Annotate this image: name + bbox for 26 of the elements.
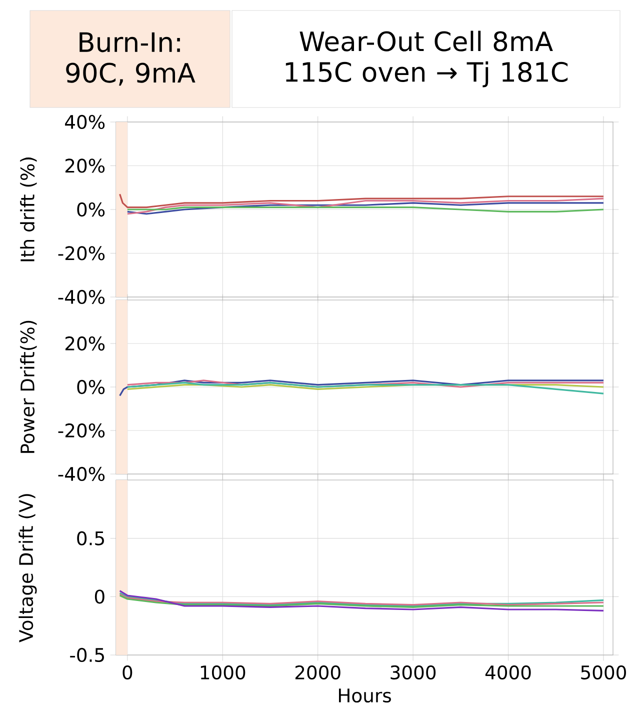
y-tick-label: 20% <box>66 336 105 351</box>
y-tick-label: 0.5 <box>77 531 104 546</box>
y-tick-label: 0% <box>77 380 105 394</box>
x-tick-label: 0 <box>122 665 132 680</box>
x-tick-label: 5000 <box>581 665 626 680</box>
y-tick-label: -20% <box>58 423 105 438</box>
y-tick-label: -40% <box>58 290 105 304</box>
x-tick-label: 2000 <box>296 665 341 680</box>
x-axis-title: Hours <box>339 688 392 703</box>
x-tick-label: 1000 <box>201 665 246 680</box>
y-tick-label: -20% <box>58 246 105 260</box>
y-axis-title: Voltage Drift (V) <box>18 494 37 642</box>
text: Burn-In: 90C, 9mA <box>66 32 196 86</box>
y-tick-label: -40% <box>58 466 105 482</box>
x-tick-label: 3000 <box>390 665 436 680</box>
y-tick-label: 20% <box>66 158 105 173</box>
x-tick-label: 4000 <box>486 665 531 680</box>
y-tick-label: 0 <box>95 590 105 604</box>
line-series <box>119 590 604 612</box>
y-tick-label: 40% <box>65 114 105 130</box>
line-series <box>126 198 604 215</box>
y-tick-label: 0% <box>77 202 105 217</box>
y-tick-label: -0.5 <box>70 648 104 662</box>
y-axis-title: Power Drift(%) <box>20 320 37 453</box>
text: Wear-Out Cell 8mA 115C oven → Tj 181C <box>286 30 568 88</box>
y-axis-title: Ith drift (%) <box>20 158 37 262</box>
